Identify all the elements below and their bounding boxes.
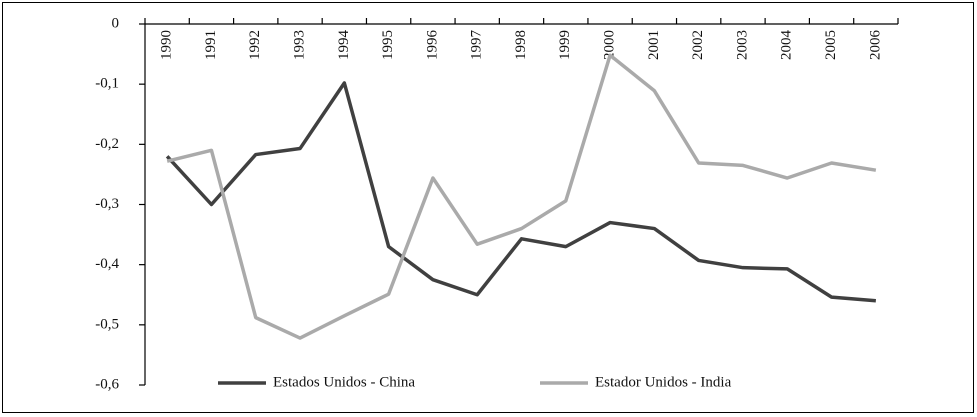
x-tick-label: 1991 — [203, 30, 219, 60]
x-tick-label: 1994 — [336, 30, 352, 61]
x-tick-label: 1992 — [247, 30, 263, 60]
x-tick-label: 1993 — [291, 30, 307, 60]
x-tick-label: 2004 — [779, 30, 795, 61]
x-tick-label: 2005 — [823, 30, 839, 60]
x-tick-label: 2001 — [646, 30, 662, 60]
series-line — [166, 53, 877, 340]
x-tick-label: 1995 — [380, 30, 396, 60]
x-tick-label: 1997 — [469, 30, 485, 61]
y-tick-label: -0,6 — [95, 376, 119, 392]
x-tick-label: 2006 — [867, 30, 883, 61]
y-tick-label: -0,1 — [95, 76, 119, 92]
series-line — [165, 81, 876, 303]
y-tick-label: -0,2 — [95, 136, 119, 152]
y-tick-label: -0,5 — [95, 316, 119, 332]
x-tick-label: 2000 — [602, 30, 618, 60]
x-tick-label: 2002 — [690, 30, 706, 60]
x-tick-label: 2003 — [734, 30, 750, 60]
x-tick-label: 1998 — [513, 30, 529, 60]
y-tick-label: -0,3 — [95, 196, 119, 212]
y-tick-label: 0 — [112, 15, 120, 31]
x-tick-label: 1990 — [159, 30, 175, 60]
legend-label: Estador Unidos - India — [595, 374, 732, 390]
x-tick-label: 1996 — [424, 30, 440, 61]
x-tick-label: 1999 — [557, 30, 573, 60]
legend-label: Estados Unidos - China — [273, 374, 415, 390]
y-tick-label: -0,4 — [95, 256, 119, 272]
